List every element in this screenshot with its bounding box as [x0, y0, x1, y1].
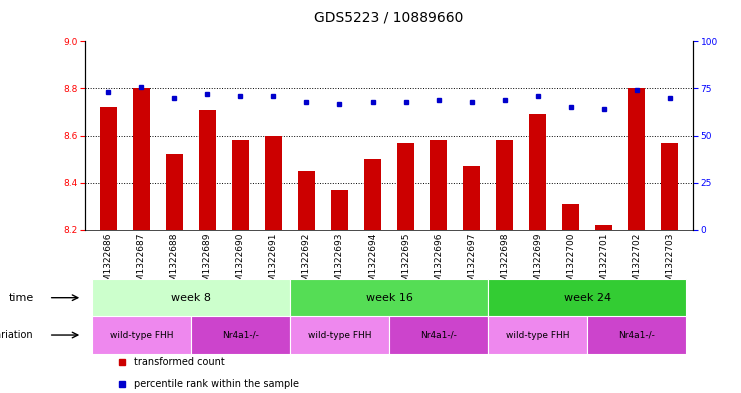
Bar — [232, 140, 249, 230]
Text: GSM1322703: GSM1322703 — [665, 232, 674, 293]
Bar — [365, 159, 381, 230]
Bar — [331, 190, 348, 230]
Bar — [397, 143, 413, 230]
Bar — [100, 107, 116, 230]
Bar — [529, 114, 546, 230]
Text: genotype/variation: genotype/variation — [0, 330, 33, 340]
Text: GSM1322697: GSM1322697 — [467, 232, 476, 293]
Bar — [166, 154, 182, 230]
Text: wild-type FHH: wild-type FHH — [110, 331, 173, 340]
Bar — [133, 88, 150, 230]
Text: Nr4a1-/-: Nr4a1-/- — [222, 331, 259, 340]
Bar — [431, 140, 447, 230]
Bar — [496, 140, 513, 230]
Text: transformed count: transformed count — [134, 357, 225, 367]
Bar — [265, 136, 282, 230]
Bar — [191, 316, 290, 354]
Text: GSM1322687: GSM1322687 — [137, 232, 146, 293]
Text: GSM1322688: GSM1322688 — [170, 232, 179, 293]
Text: GSM1322701: GSM1322701 — [599, 232, 608, 293]
Text: GSM1322702: GSM1322702 — [632, 232, 641, 293]
Bar — [298, 171, 315, 230]
Bar — [628, 88, 645, 230]
Bar — [488, 279, 686, 316]
Bar — [587, 316, 686, 354]
Text: GSM1322691: GSM1322691 — [269, 232, 278, 293]
Bar — [389, 316, 488, 354]
Text: GSM1322700: GSM1322700 — [566, 232, 575, 293]
Text: GSM1322699: GSM1322699 — [533, 232, 542, 293]
Bar — [562, 204, 579, 230]
Bar — [290, 279, 488, 316]
Text: GSM1322698: GSM1322698 — [500, 232, 509, 293]
Bar — [92, 279, 290, 316]
Text: GDS5223 / 10889660: GDS5223 / 10889660 — [314, 11, 464, 25]
Text: GSM1322694: GSM1322694 — [368, 232, 377, 293]
Text: GSM1322686: GSM1322686 — [104, 232, 113, 293]
Bar — [463, 166, 480, 230]
Bar — [290, 316, 389, 354]
Bar — [199, 110, 216, 230]
Bar — [662, 143, 678, 230]
Text: week 16: week 16 — [365, 293, 413, 303]
Text: Nr4a1-/-: Nr4a1-/- — [420, 331, 457, 340]
Text: GSM1322693: GSM1322693 — [335, 232, 344, 293]
Text: week 8: week 8 — [171, 293, 211, 303]
Text: GSM1322689: GSM1322689 — [203, 232, 212, 293]
Text: GSM1322690: GSM1322690 — [236, 232, 245, 293]
Bar — [488, 316, 587, 354]
Text: GSM1322695: GSM1322695 — [401, 232, 410, 293]
Text: percentile rank within the sample: percentile rank within the sample — [134, 379, 299, 389]
Text: GSM1322692: GSM1322692 — [302, 232, 311, 293]
Text: time: time — [8, 293, 33, 303]
Text: Nr4a1-/-: Nr4a1-/- — [618, 331, 655, 340]
Text: wild-type FHH: wild-type FHH — [308, 331, 371, 340]
Text: wild-type FHH: wild-type FHH — [506, 331, 569, 340]
Text: week 24: week 24 — [564, 293, 611, 303]
Bar — [92, 316, 191, 354]
Text: GSM1322696: GSM1322696 — [434, 232, 443, 293]
Bar — [596, 225, 612, 230]
